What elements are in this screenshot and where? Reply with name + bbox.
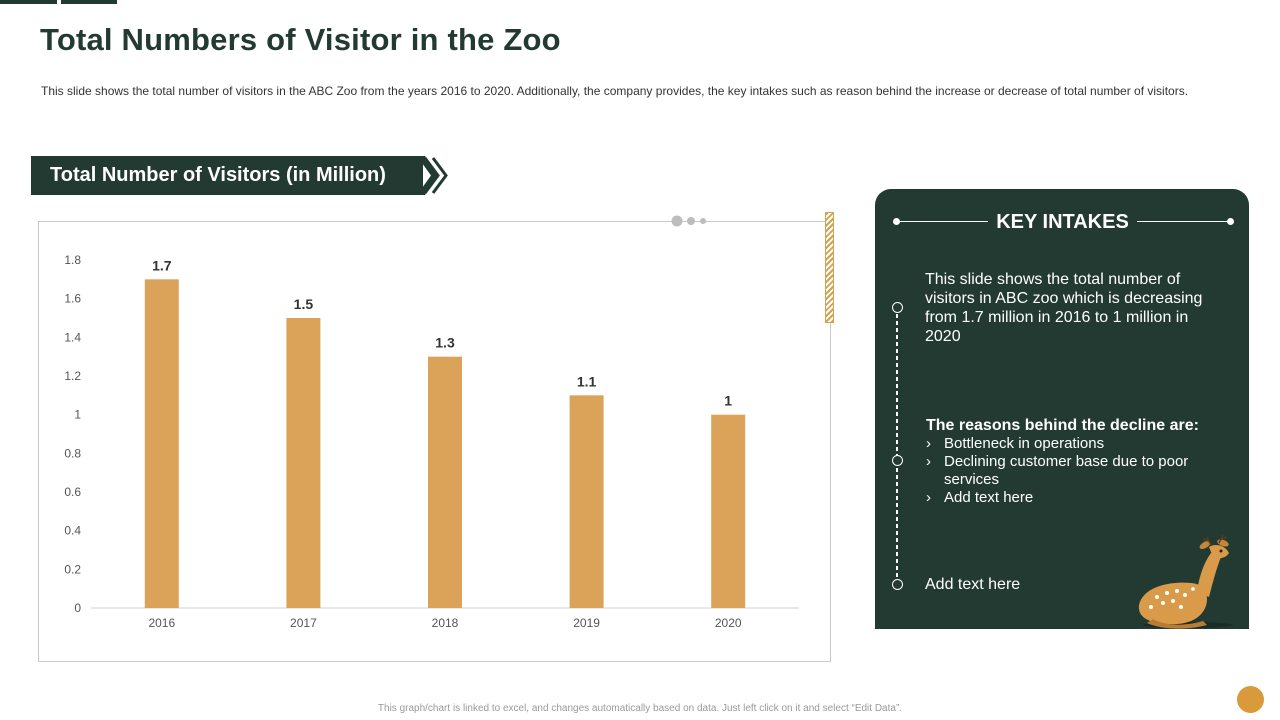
slide-dots-icon (671, 215, 706, 227)
list-item: › Bottleneck in operations (926, 435, 1105, 452)
data-label: 1.3 (435, 335, 455, 351)
reasons-heading: The reasons behind the decline are: (926, 417, 1199, 434)
data-label: 1.7 (152, 257, 172, 273)
timeline-node (892, 579, 903, 590)
hatch-decoration (825, 212, 834, 323)
bar (428, 356, 462, 608)
list-item: › Add text here (926, 489, 1034, 506)
chart-title: Total Number of Visitors (in Million) (50, 164, 386, 186)
top-tab-left (0, 0, 57, 4)
x-tick-label: 2017 (290, 616, 317, 630)
list-item: › Declining customer base due to poor ser… (926, 453, 1189, 488)
y-tick-label: 0 (74, 601, 81, 615)
y-tick-label: 0.8 (64, 446, 81, 460)
reasons-block: The reasons behind the decline are: › Bot… (926, 416, 1226, 507)
deer-icon (1138, 535, 1233, 629)
footer-note: This graph/chart is linked to excel, and… (377, 703, 903, 714)
timeline-node (892, 455, 903, 466)
top-tab-right (61, 0, 117, 4)
bar (286, 318, 321, 608)
y-tick-label: 1.4 (64, 330, 81, 344)
chevron-right-icon: › (926, 453, 931, 470)
page-description: This slide shows the total number of vis… (41, 84, 1189, 98)
key-intakes-header: KEY INTAKES (875, 208, 1249, 236)
corner-circle (1237, 686, 1264, 713)
closing-text: Add text here (925, 576, 1021, 593)
timeline-line (896, 307, 898, 585)
y-tick-label: 1.6 (64, 292, 81, 306)
bar (711, 414, 746, 608)
chevron-right-icon: › (926, 489, 931, 506)
bar (144, 279, 179, 608)
chevron-right-icon: › (926, 435, 931, 452)
reasons-list: › Bottleneck in operations › Declining cus… (926, 435, 1226, 507)
bar-chart: 0 0.2 0.4 0.6 0.8 1 1.2 1.4 1.6 1.8 1.7 2016 1.5 2017… (64, 253, 799, 630)
timeline-node (892, 302, 903, 313)
y-tick-label: 1.8 (64, 253, 81, 267)
data-label: 1 (724, 393, 732, 409)
chart-frame: 0 0.2 0.4 0.6 0.8 1 1.2 1.4 1.6 1.8 1.7 2016 1.5 2017… (38, 221, 831, 662)
y-tick-label: 1 (74, 408, 81, 422)
chevron-arrows-icon (417, 156, 448, 195)
y-tick-label: 0.4 (64, 524, 81, 538)
bar (569, 395, 604, 608)
x-tick-label: 2016 (148, 616, 175, 630)
y-tick-label: 1.2 (64, 369, 81, 383)
key-intakes-title: KEY INTAKES (996, 211, 1129, 233)
page-title: Total Numbers of Visitor in the Zoo (40, 22, 561, 57)
data-label: 1.5 (294, 296, 314, 312)
chart-title-banner: Total Number of Visitors (in Million) (31, 156, 423, 195)
intake-summary: This slide shows the total number of vis… (925, 271, 1203, 345)
x-tick-label: 2018 (432, 616, 459, 630)
y-tick-label: 0.6 (64, 485, 81, 499)
x-tick-label: 2019 (573, 616, 600, 630)
key-intakes-panel: KEY INTAKES This slide shows the total n… (875, 189, 1249, 629)
x-tick-label: 2020 (715, 616, 742, 630)
data-label: 1.1 (577, 373, 597, 389)
y-tick-label: 0.2 (64, 562, 81, 576)
